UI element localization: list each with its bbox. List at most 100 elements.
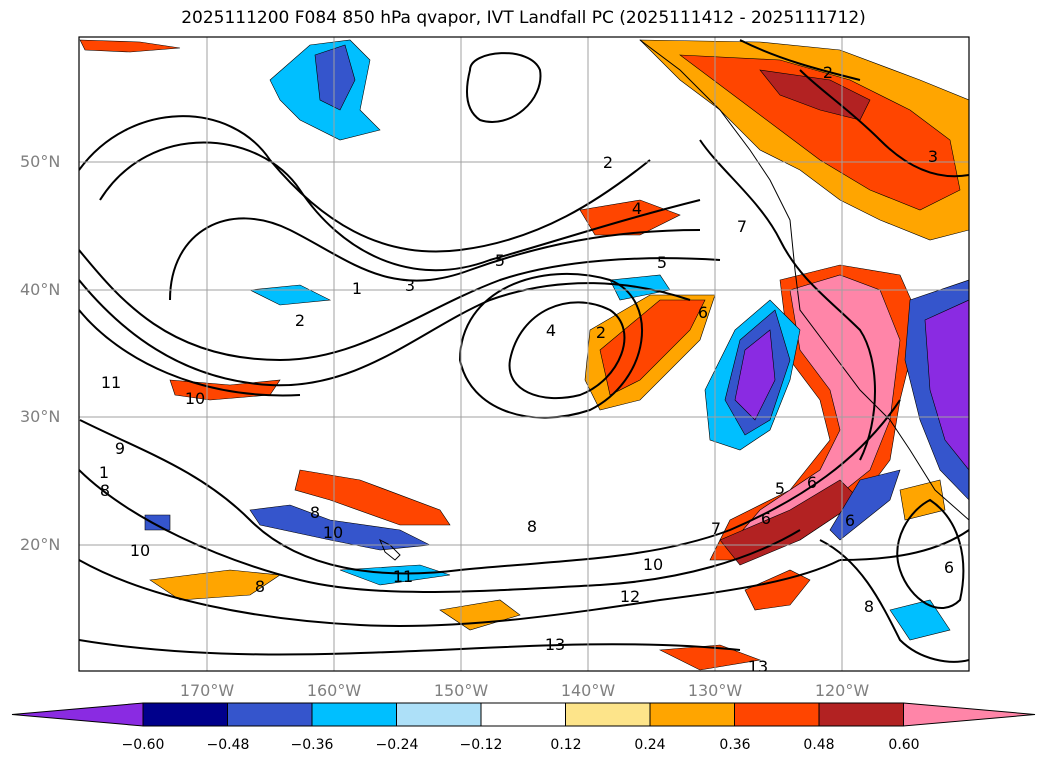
contour-label: 5 xyxy=(657,253,667,272)
contour-label: 11 xyxy=(393,567,413,586)
shade-sw-blue xyxy=(829,469,901,541)
contour-label: 3 xyxy=(928,147,938,166)
lon-label-160w: 160°W xyxy=(306,681,362,700)
contour-label: 7 xyxy=(711,519,721,538)
colorbar-tick-label: −0.36 xyxy=(290,737,334,753)
shade-inland-purple xyxy=(924,299,969,471)
shade-blob5 xyxy=(144,514,171,531)
contour-label: 6 xyxy=(845,511,855,530)
shade-blob2 xyxy=(79,39,181,53)
contour-label: 4 xyxy=(546,321,556,340)
contour-line xyxy=(169,217,701,301)
colorbar-swatch xyxy=(649,702,735,727)
contour-line xyxy=(466,52,542,123)
shade-goa-navy xyxy=(314,44,356,111)
contour-line xyxy=(799,69,969,178)
gridlines xyxy=(79,37,969,671)
lon-label-150w: 150°W xyxy=(433,681,489,700)
colorbar-extend-right xyxy=(903,702,1036,727)
map-title: 2025111200 F084 850 hPa qvapor, IVT Land… xyxy=(181,8,866,28)
contour-labels: 2 3 2 2 4 5 5 7 6 6 4 2 1 3 10 11 10 8 1… xyxy=(99,63,954,676)
lon-label-130w: 130°W xyxy=(687,681,743,700)
colorbar-extend-left xyxy=(11,702,144,727)
contour-label: 4 xyxy=(632,199,642,218)
contour-label: 10 xyxy=(185,389,205,408)
contour-line xyxy=(79,115,651,253)
contour-label: 10 xyxy=(643,555,663,574)
contour-label: 1 xyxy=(352,279,362,298)
contour-label: 1 xyxy=(99,463,109,482)
contour-label: 2 xyxy=(295,311,305,330)
colorbar-tick-label: 0.12 xyxy=(550,737,582,753)
colorbar-swatch xyxy=(311,702,397,727)
lat-label-50n: 50°N xyxy=(20,152,61,171)
colorbar-swatch xyxy=(480,702,566,727)
contour-label: 6 xyxy=(807,473,817,492)
ivt-contours xyxy=(79,39,969,663)
contour-label: 6 xyxy=(761,509,771,528)
contour-label: 2 xyxy=(596,323,606,342)
shaded-fields xyxy=(79,39,969,671)
colorbar xyxy=(11,702,1036,727)
map-frame xyxy=(78,36,970,672)
lat-label-30n: 30°N xyxy=(20,407,61,426)
colorbar-swatch xyxy=(142,702,228,727)
colorbar-tick-label: −0.48 xyxy=(206,737,250,753)
contour-line xyxy=(839,529,969,561)
contour-line xyxy=(508,301,626,400)
colorbar-swatch xyxy=(734,702,820,727)
contour-line xyxy=(79,399,901,575)
colorbar-tick-label: 0.60 xyxy=(888,737,920,753)
contour-label: 13 xyxy=(748,657,768,676)
contour-label: 6 xyxy=(698,303,708,322)
colorbar-tick-label: 0.48 xyxy=(803,737,835,753)
contour-line xyxy=(79,279,691,387)
contour-line xyxy=(79,559,841,627)
coastline-islands xyxy=(379,538,401,561)
map-plot-area: 2 3 2 2 4 5 5 7 6 6 4 2 1 3 10 11 10 8 1… xyxy=(79,37,969,676)
contour-line xyxy=(79,309,301,397)
contour-line xyxy=(699,139,876,461)
contour-line xyxy=(896,498,965,610)
contour-label: 8 xyxy=(100,481,110,500)
colorbar-tick-label: −0.24 xyxy=(375,737,419,753)
contour-label: 10 xyxy=(323,523,343,542)
colorbar-swatch xyxy=(227,702,313,727)
shade-se-blue xyxy=(889,599,951,641)
contour-line xyxy=(79,639,741,656)
colorbar-tick-label: 0.36 xyxy=(719,737,751,753)
shade-sw-orange xyxy=(744,569,811,611)
colorbar-tick-label: −0.60 xyxy=(121,737,165,753)
lon-label-120w: 120°W xyxy=(814,681,870,700)
contour-label: 13 xyxy=(545,635,565,654)
colorbar-swatch xyxy=(396,702,482,727)
colorbar-swatch xyxy=(565,702,651,727)
lat-label-20n: 20°N xyxy=(20,535,61,554)
contour-label: 2 xyxy=(823,63,833,82)
shade-blob6 xyxy=(899,479,946,521)
shade-central-red xyxy=(599,299,706,396)
contour-label: 3 xyxy=(405,276,415,295)
contour-label: 8 xyxy=(864,597,874,616)
contour-line xyxy=(79,249,721,362)
lat-label-40n: 40°N xyxy=(20,280,61,299)
colorbar-swatch xyxy=(818,702,904,727)
contour-line xyxy=(79,469,801,593)
shade-offshore-purple xyxy=(734,329,776,421)
lon-label-170w: 170°W xyxy=(179,681,235,700)
contour-label: 10 xyxy=(130,541,150,560)
contour-label: 5 xyxy=(495,251,505,270)
contour-label: 2 xyxy=(603,153,613,172)
contour-label: 8 xyxy=(527,517,537,536)
colorbar-tick-label: −0.12 xyxy=(459,737,503,753)
shade-nw-red xyxy=(679,54,961,211)
contour-line xyxy=(99,141,701,272)
contour-label: 5 xyxy=(775,479,785,498)
contour-label: 6 xyxy=(944,558,954,577)
shade-subtrop-lightblue xyxy=(339,564,451,586)
colorbar-tick-label: 0.24 xyxy=(634,737,666,753)
contour-label: 9 xyxy=(115,439,125,458)
contour-line xyxy=(739,39,861,81)
lon-label-140w: 140°W xyxy=(560,681,616,700)
